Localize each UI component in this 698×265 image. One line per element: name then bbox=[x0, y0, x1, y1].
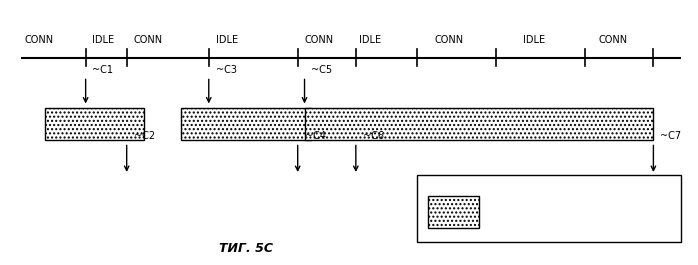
Text: ~C6: ~C6 bbox=[363, 131, 384, 141]
Text: IDLE: IDLE bbox=[359, 35, 381, 45]
Text: ΤИГ. 5C: ΤИГ. 5C bbox=[219, 242, 274, 255]
Text: CONN: CONN bbox=[24, 35, 53, 45]
Text: CONN: CONN bbox=[304, 35, 334, 45]
Text: ~C2: ~C2 bbox=[133, 131, 155, 141]
Text: СОСТОЯНИЕ, В КОТОРОМ
ХРАНИТСЯ ИНФОРМАЦИЯ
О ЗАДАНИИ ИЗМЕРЕНИЯ: СОСТОЯНИЕ, В КОТОРОМ ХРАНИТСЯ ИНФОРМАЦИЯ… bbox=[486, 192, 623, 226]
Text: IDLE: IDLE bbox=[216, 35, 238, 45]
Text: CONN: CONN bbox=[434, 35, 463, 45]
Bar bbox=[45, 108, 144, 140]
Text: ~C1: ~C1 bbox=[92, 65, 114, 75]
Text: IDLE: IDLE bbox=[524, 35, 546, 45]
Text: CONN: CONN bbox=[133, 35, 163, 45]
Bar bbox=[428, 196, 479, 228]
Text: ~C7: ~C7 bbox=[660, 131, 681, 141]
Bar bbox=[417, 175, 681, 242]
Bar bbox=[304, 108, 653, 140]
Text: ~C3: ~C3 bbox=[216, 65, 237, 75]
Text: IDLE: IDLE bbox=[92, 35, 114, 45]
Text: CONN: CONN bbox=[599, 35, 628, 45]
Text: ~C5: ~C5 bbox=[311, 65, 332, 75]
Bar bbox=[181, 108, 311, 140]
Text: ~C4: ~C4 bbox=[304, 131, 325, 141]
